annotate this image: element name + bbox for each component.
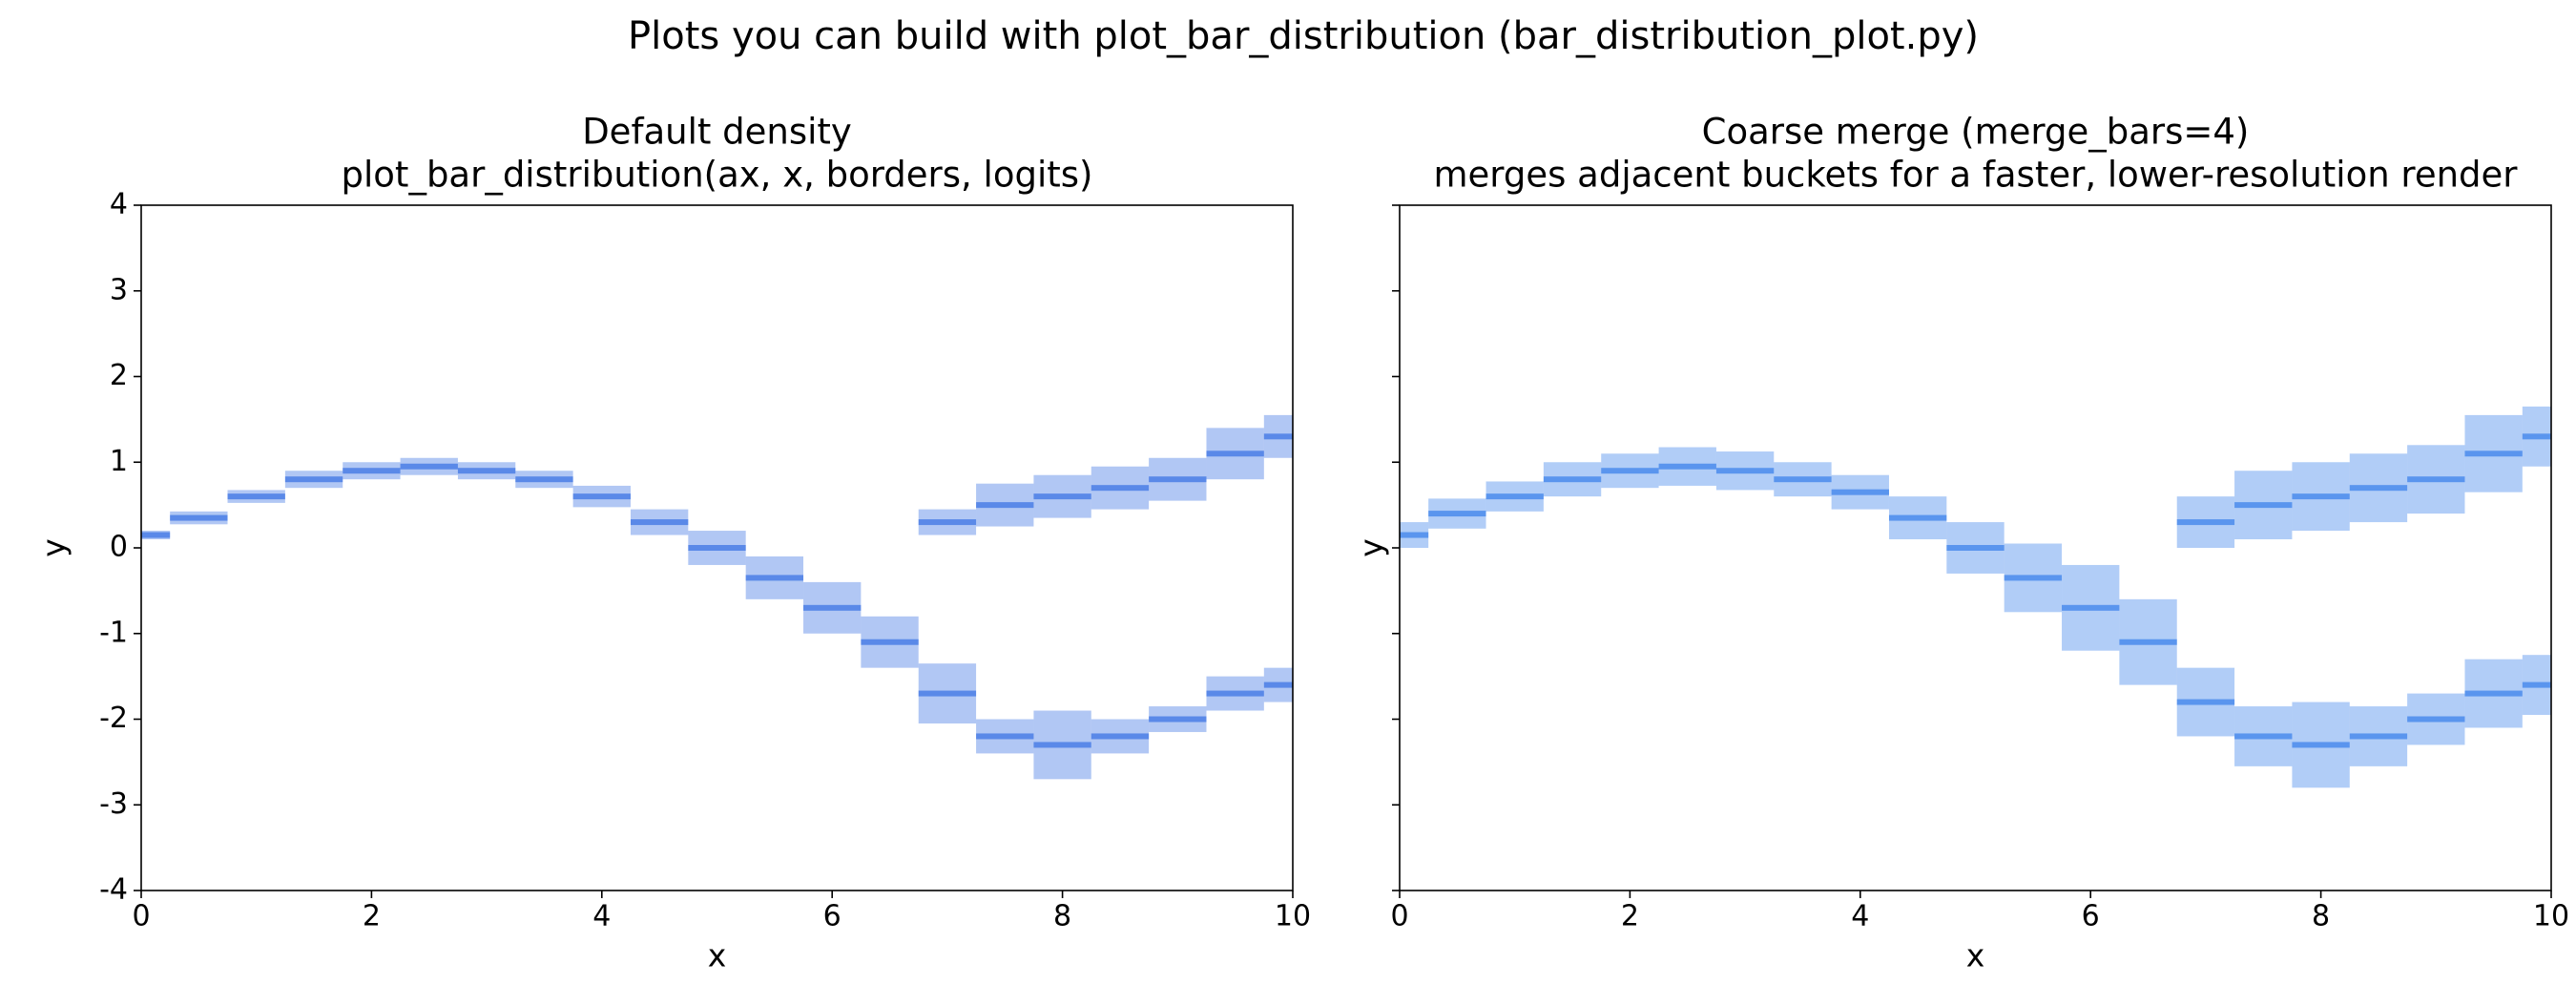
density-core — [918, 690, 977, 697]
x-tick-label: 8 — [1053, 900, 1071, 933]
y-tick-label: 2 — [110, 359, 128, 392]
x-axis-label: x — [1966, 937, 1985, 975]
density-core — [2176, 519, 2235, 526]
y-tick-label: -2 — [99, 702, 128, 735]
density-core — [1543, 476, 1602, 483]
density-core — [400, 463, 458, 470]
density-core — [2234, 502, 2293, 509]
y-tick-label: 3 — [110, 273, 128, 306]
density-core — [2349, 485, 2408, 492]
density-core — [745, 575, 804, 581]
axes-title: Coarse merge (merge_bars=4) — [1702, 112, 2250, 153]
y-tick-label: -1 — [99, 616, 128, 649]
density-core — [1033, 493, 1091, 500]
density-core — [1658, 463, 1716, 470]
density-core — [2176, 699, 2235, 705]
density-core — [572, 493, 631, 500]
density-layer — [1400, 406, 2551, 788]
axes-subtitle: merges adjacent buckets for a faster, lo… — [1434, 155, 2519, 196]
density-core — [1400, 532, 1429, 538]
density-core — [976, 733, 1034, 740]
x-tick-label: 4 — [592, 900, 611, 933]
density-core — [2062, 604, 2120, 611]
x-tick-label: 10 — [1275, 900, 1311, 933]
density-core — [1149, 716, 1207, 723]
y-axis-label: y — [35, 538, 73, 557]
x-tick-label: 0 — [132, 900, 150, 933]
density-core — [343, 468, 401, 474]
density-core — [227, 493, 285, 500]
y-tick-label: 4 — [110, 188, 128, 221]
density-core — [1946, 545, 2005, 551]
axes-subtitle: plot_bar_distribution(ax, x, borders, lo… — [342, 155, 1093, 196]
density-core — [284, 476, 343, 483]
density-core — [1091, 485, 1150, 492]
density-core — [1206, 690, 1264, 697]
density-core — [918, 519, 977, 526]
y-tick-label: -3 — [99, 787, 128, 821]
x-axis-label: x — [708, 937, 727, 975]
density-core — [1149, 476, 1207, 483]
x-tick-label: 0 — [1390, 900, 1408, 933]
x-tick-label: 4 — [1851, 900, 1869, 933]
density-core — [2464, 451, 2523, 457]
plot-area — [1400, 406, 2551, 788]
y-tick-label: -4 — [99, 873, 128, 907]
axes-title: Default density — [582, 112, 852, 153]
x-tick-label: 2 — [363, 900, 381, 933]
density-core — [457, 468, 516, 474]
density-core — [1263, 681, 1293, 688]
density-core — [1206, 451, 1264, 457]
density-core — [2349, 733, 2408, 740]
density-core — [2292, 493, 2350, 500]
density-core — [1091, 733, 1150, 740]
density-core — [2522, 433, 2551, 440]
density-core — [2522, 681, 2551, 688]
density-core — [1774, 476, 1832, 483]
figure-title: Plots you can build with plot_bar_distri… — [628, 14, 1979, 58]
density-core — [1888, 514, 1947, 521]
density-core — [2407, 716, 2465, 723]
density-core — [2292, 742, 2350, 748]
density-core — [861, 639, 919, 645]
density-core — [1831, 489, 1889, 495]
density-core — [515, 476, 573, 483]
density-core — [2119, 639, 2177, 645]
y-axis-label: y — [1353, 538, 1390, 557]
density-core — [1485, 493, 1544, 500]
density-core — [803, 604, 862, 611]
plot-area — [141, 414, 1293, 780]
density-core — [1715, 468, 1775, 474]
x-tick-label: 2 — [1621, 900, 1639, 933]
density-core — [141, 532, 171, 538]
y-tick-label: 0 — [110, 531, 128, 564]
density-core — [2464, 690, 2523, 697]
x-tick-label: 10 — [2533, 900, 2569, 933]
density-core — [1601, 468, 1659, 474]
density-core — [688, 545, 746, 551]
density-core — [1033, 742, 1091, 748]
x-tick-label: 8 — [2312, 900, 2330, 933]
x-tick-label: 6 — [2082, 900, 2100, 933]
x-tick-label: 6 — [823, 900, 841, 933]
density-layer — [141, 414, 1293, 780]
density-core — [1428, 511, 1486, 517]
density-core — [2234, 733, 2293, 740]
density-core — [170, 514, 228, 521]
density-core — [1263, 433, 1293, 440]
density-core — [976, 502, 1034, 509]
density-core — [2407, 476, 2465, 483]
density-core — [2004, 575, 2063, 581]
density-core — [630, 519, 689, 526]
y-tick-label: 1 — [110, 445, 128, 478]
